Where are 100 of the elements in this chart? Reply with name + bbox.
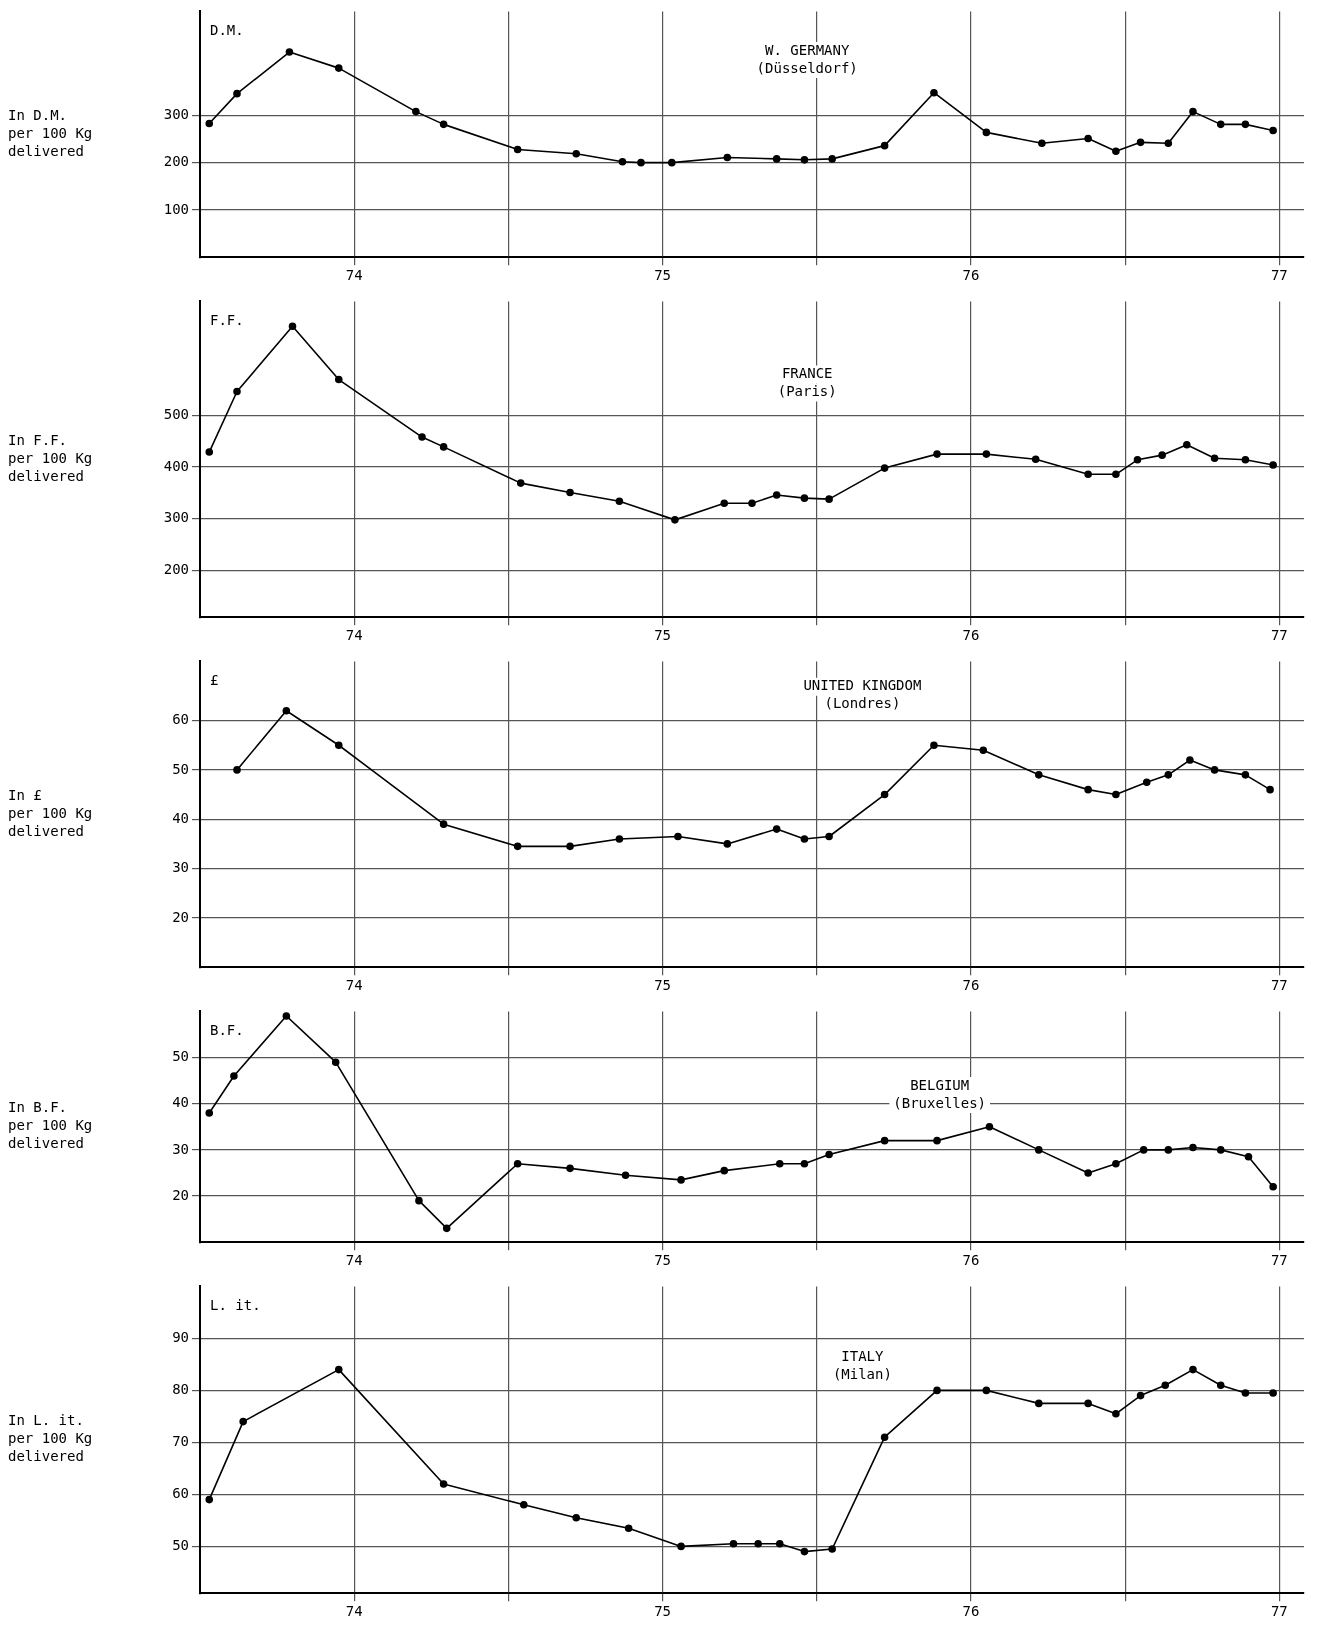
point xyxy=(1269,1183,1277,1191)
x-tick-label: 76 xyxy=(962,627,980,644)
point xyxy=(720,1166,729,1175)
point xyxy=(637,158,645,167)
point xyxy=(1210,454,1219,463)
point xyxy=(1034,1399,1043,1408)
point xyxy=(800,494,809,502)
point xyxy=(334,64,343,72)
point xyxy=(1210,766,1219,774)
point xyxy=(205,1495,214,1504)
y-tick-label: 30 xyxy=(172,859,189,876)
point xyxy=(230,1072,238,1080)
point xyxy=(415,1196,423,1205)
point xyxy=(930,741,938,750)
point xyxy=(334,1365,343,1374)
x-tick-label: 76 xyxy=(962,1252,980,1269)
y-tick-label: 30 xyxy=(172,1140,189,1157)
point xyxy=(618,157,627,166)
text: FRANCE xyxy=(781,365,833,382)
point xyxy=(1161,1381,1170,1389)
point xyxy=(1142,778,1151,787)
point xyxy=(1031,455,1040,464)
y-tick-label: 50 xyxy=(172,1537,189,1554)
y-tick-label: 80 xyxy=(172,1381,189,1398)
point xyxy=(624,1524,633,1532)
y-axis-title: In L. it. per 100 Kg delivered xyxy=(8,1412,93,1465)
point xyxy=(1269,461,1277,469)
x-tick-label: 75 xyxy=(654,267,671,284)
point xyxy=(825,495,833,503)
x-tick-label: 77 xyxy=(1270,267,1288,284)
x-tick-label: 74 xyxy=(345,1252,363,1269)
text: (Düsseldorf) xyxy=(756,59,858,76)
point xyxy=(754,1540,762,1548)
point xyxy=(828,155,836,163)
point xyxy=(671,516,679,524)
point xyxy=(1112,1410,1120,1418)
x-tick-label: 75 xyxy=(654,1603,671,1620)
y-tick-label: 100 xyxy=(163,200,189,217)
point xyxy=(1084,785,1092,794)
point xyxy=(282,1012,291,1020)
point xyxy=(1216,1381,1225,1389)
x-tick-label: 77 xyxy=(1270,627,1288,644)
point xyxy=(572,149,581,158)
point xyxy=(1241,1389,1250,1397)
point xyxy=(516,479,525,487)
point xyxy=(933,1136,941,1145)
x-tick-label: 74 xyxy=(345,977,363,994)
y-tick-label: 40 xyxy=(172,809,189,826)
point xyxy=(1164,139,1173,148)
point xyxy=(1112,470,1120,479)
text: (Paris) xyxy=(777,383,837,400)
point xyxy=(334,375,343,384)
point xyxy=(205,448,214,456)
point xyxy=(233,766,241,774)
point xyxy=(800,835,809,843)
y-tick-label: 70 xyxy=(172,1433,189,1450)
point xyxy=(775,1540,784,1548)
point xyxy=(1244,1153,1253,1161)
point xyxy=(880,1136,889,1145)
point xyxy=(982,1386,991,1395)
point xyxy=(439,820,448,828)
point xyxy=(1183,441,1191,449)
x-tick-label: 76 xyxy=(962,977,980,994)
text: W. GERMANY xyxy=(765,41,850,58)
point xyxy=(285,48,294,56)
point xyxy=(513,1159,522,1168)
point xyxy=(979,746,988,754)
point xyxy=(418,433,426,441)
point xyxy=(439,1480,448,1488)
point xyxy=(1241,120,1250,129)
y-tick-label: 200 xyxy=(163,561,189,578)
point xyxy=(1112,147,1120,156)
point xyxy=(439,120,448,129)
x-tick-label: 75 xyxy=(654,627,671,644)
x-tick-label: 77 xyxy=(1270,977,1288,994)
point xyxy=(439,443,448,451)
x-tick-label: 74 xyxy=(345,1603,363,1620)
point xyxy=(1164,1146,1173,1154)
point xyxy=(933,450,941,458)
point xyxy=(1034,1146,1043,1154)
point xyxy=(288,322,297,331)
point xyxy=(828,1545,836,1553)
annotation: F.F. xyxy=(210,312,244,329)
annotation: B.F. xyxy=(210,1022,244,1039)
point xyxy=(933,1386,941,1395)
point xyxy=(205,1109,214,1117)
y-tick-label: 20 xyxy=(172,1186,189,1203)
x-tick-label: 74 xyxy=(345,267,363,284)
y-tick-label: 50 xyxy=(172,760,189,777)
point xyxy=(1158,451,1166,459)
y-tick-label: 400 xyxy=(163,457,189,474)
x-tick-label: 75 xyxy=(654,977,671,994)
point xyxy=(985,1123,994,1131)
point xyxy=(668,158,676,167)
point xyxy=(1269,1389,1277,1397)
x-tick-label: 75 xyxy=(654,1252,671,1269)
point xyxy=(930,88,938,97)
point xyxy=(1136,138,1145,147)
point xyxy=(748,499,756,508)
y-tick-label: 40 xyxy=(172,1094,189,1111)
